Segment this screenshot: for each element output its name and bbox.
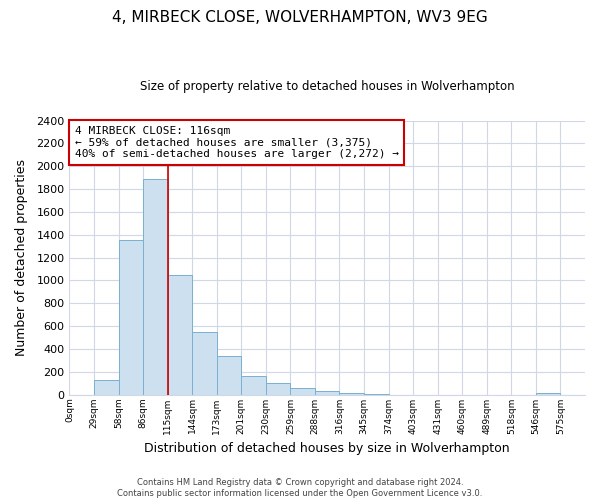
Bar bbox=[266, 382, 290, 394]
Text: 4, MIRBECK CLOSE, WOLVERHAMPTON, WV3 9EG: 4, MIRBECK CLOSE, WOLVERHAMPTON, WV3 9EG bbox=[112, 10, 488, 25]
Bar bbox=[143, 179, 167, 394]
Y-axis label: Number of detached properties: Number of detached properties bbox=[15, 159, 28, 356]
Bar bbox=[241, 376, 266, 394]
Bar bbox=[192, 332, 217, 394]
Bar bbox=[290, 388, 315, 394]
Bar bbox=[167, 274, 192, 394]
Bar bbox=[119, 240, 143, 394]
Bar bbox=[340, 393, 364, 394]
Bar bbox=[315, 391, 340, 394]
Bar bbox=[94, 380, 119, 394]
Title: Size of property relative to detached houses in Wolverhampton: Size of property relative to detached ho… bbox=[140, 80, 515, 93]
Bar bbox=[217, 356, 241, 395]
Bar bbox=[536, 393, 560, 394]
X-axis label: Distribution of detached houses by size in Wolverhampton: Distribution of detached houses by size … bbox=[145, 442, 510, 455]
Text: 4 MIRBECK CLOSE: 116sqm
← 59% of detached houses are smaller (3,375)
40% of semi: 4 MIRBECK CLOSE: 116sqm ← 59% of detache… bbox=[74, 126, 398, 159]
Text: Contains HM Land Registry data © Crown copyright and database right 2024.
Contai: Contains HM Land Registry data © Crown c… bbox=[118, 478, 482, 498]
